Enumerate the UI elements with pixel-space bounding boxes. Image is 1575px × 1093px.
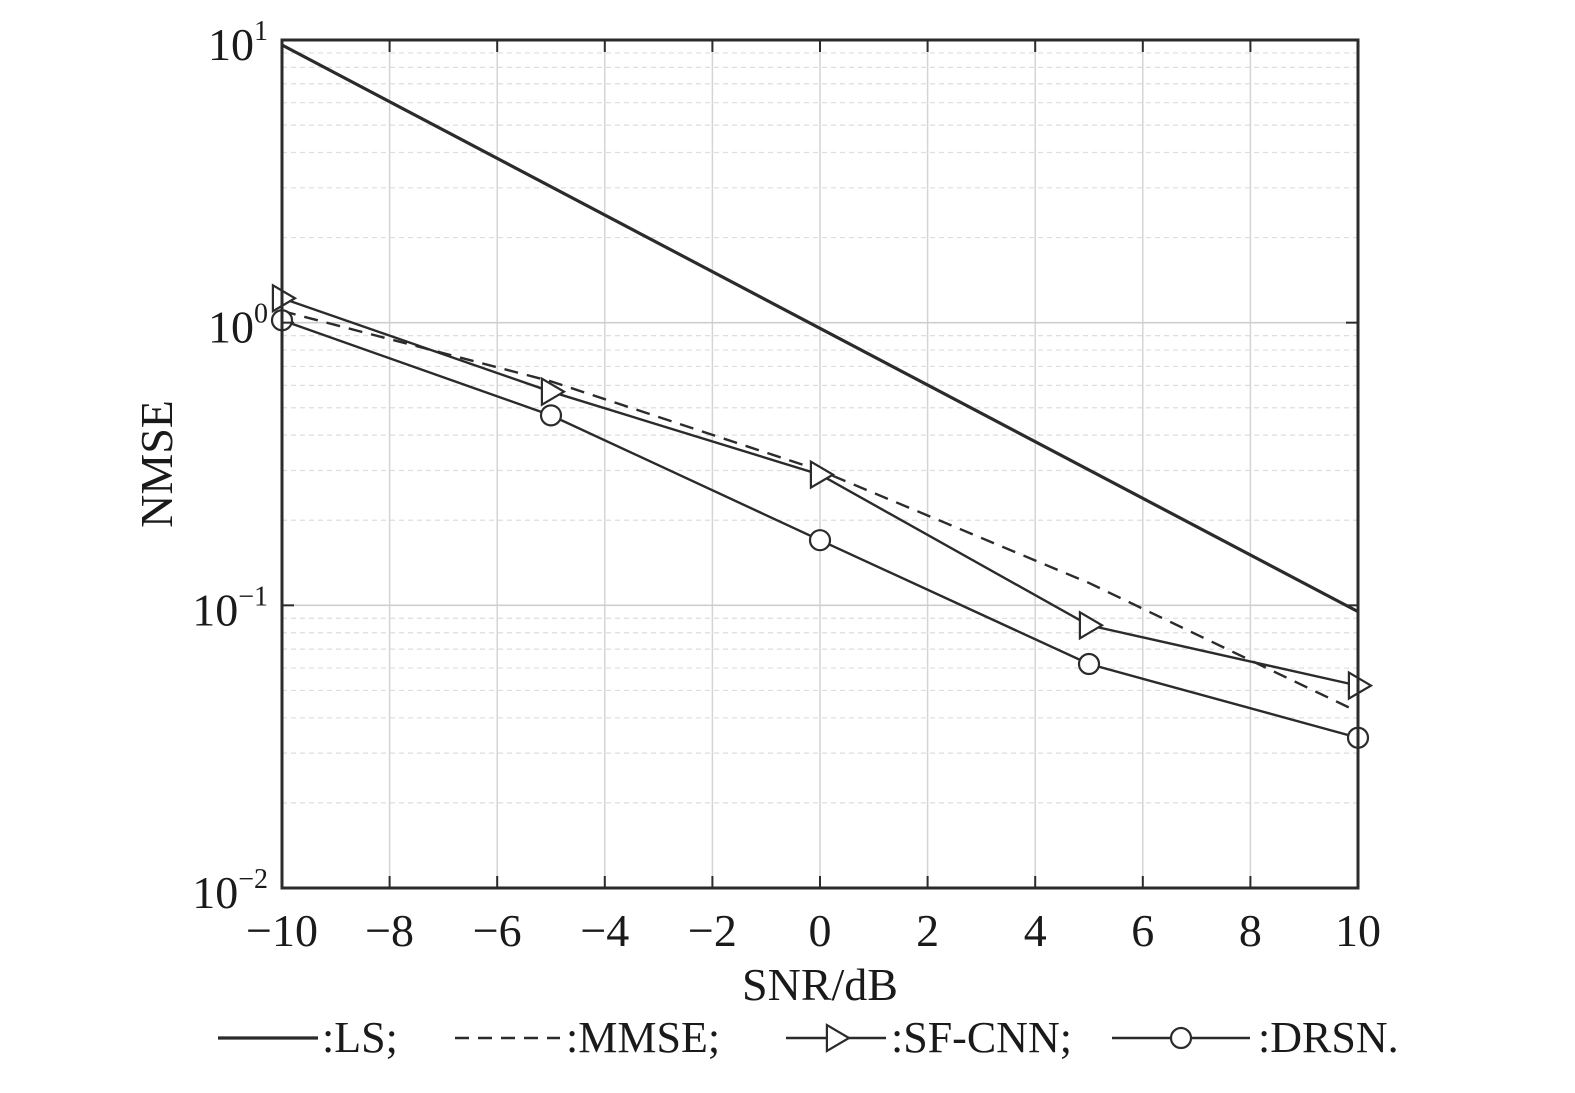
y-tick-label: 100	[208, 299, 268, 353]
data-point-circle	[1077, 652, 1101, 676]
x-tick-label: 4	[1024, 905, 1047, 956]
data-point-triangle	[1078, 610, 1105, 641]
legend-entry: :SF-CNN;	[786, 1013, 1072, 1062]
x-axis-label: SNR/dB	[742, 959, 898, 1010]
data-point-circle	[808, 529, 832, 552]
legend-label: :LS;	[322, 1013, 398, 1062]
data-point-triangle	[271, 283, 298, 314]
x-tick-label: 6	[1131, 905, 1154, 956]
x-tick-label: 10	[1335, 905, 1381, 956]
legend-label: :MMSE;	[566, 1013, 720, 1062]
y-tick-label: 101	[208, 16, 268, 70]
x-tick-label: 8	[1239, 905, 1262, 956]
data-point-triangle	[540, 376, 567, 407]
legend-entry: :MMSE;	[455, 1013, 720, 1062]
legend-entry: :DRSN.	[1112, 1013, 1399, 1062]
legend-label: :SF-CNN;	[891, 1013, 1072, 1062]
y-tick-label: 10−2	[192, 864, 268, 918]
x-tick-label: −6	[473, 905, 522, 956]
legend-label: :DRSN.	[1258, 1013, 1399, 1062]
data-point-triangle	[809, 459, 836, 490]
data-point-circle	[1169, 1026, 1193, 1050]
series-ls	[281, 43, 1359, 614]
x-tick-label: −4	[580, 905, 629, 956]
x-tick-label: 0	[809, 905, 832, 956]
series-layer	[270, 43, 1374, 749]
grid	[282, 40, 1358, 888]
y-tick-label: 10−1	[192, 581, 268, 635]
series-sfcnn	[271, 283, 1374, 701]
data-point-triangle	[825, 1023, 852, 1053]
y-axis-label: NMSE	[131, 400, 182, 528]
x-tick-label: −2	[688, 905, 737, 956]
series-line	[281, 43, 1359, 614]
x-tick-label: −10	[246, 905, 318, 956]
data-point-circle	[539, 404, 563, 427]
series-drsn	[270, 309, 1370, 749]
x-tick-label: 2	[916, 905, 939, 956]
x-tick-label: −8	[365, 905, 414, 956]
legend: :LS; :MMSE; :SF-CNN; :DRSN.	[218, 1013, 1399, 1062]
ticks: −10 −8 −6 −4 −2 0 2 4 6 8 10 101 100 10−1 10−2	[192, 16, 1381, 956]
data-point-triangle	[1347, 670, 1374, 701]
legend-entry: :LS;	[218, 1013, 398, 1062]
